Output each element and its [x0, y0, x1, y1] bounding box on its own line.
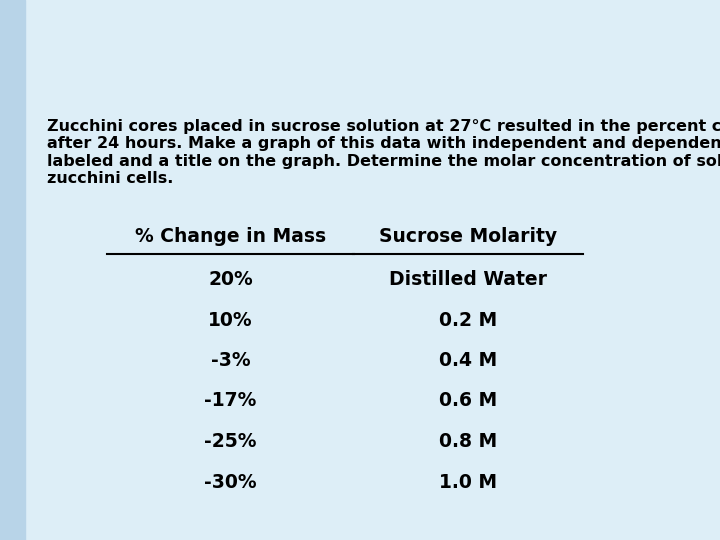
Text: -25%: -25%: [204, 432, 256, 451]
Text: Zucchini cores placed in sucrose solution at 27°C resulted in the percent change: Zucchini cores placed in sucrose solutio…: [47, 119, 720, 186]
Text: Distilled Water: Distilled Water: [389, 270, 547, 289]
Text: 0.4 M: 0.4 M: [439, 351, 497, 370]
Text: -30%: -30%: [204, 472, 257, 491]
Text: 1.0 M: 1.0 M: [439, 472, 497, 491]
Text: -17%: -17%: [204, 392, 256, 410]
Text: •: •: [18, 113, 28, 129]
Text: Sucrose Molarity: Sucrose Molarity: [379, 227, 557, 246]
Text: 0.2 M: 0.2 M: [439, 310, 497, 329]
Text: -3%: -3%: [210, 351, 251, 370]
Text: 0.8 M: 0.8 M: [439, 432, 497, 451]
Text: % Change in Mass: % Change in Mass: [135, 227, 326, 246]
Text: 0.6 M: 0.6 M: [439, 392, 497, 410]
Text: 10%: 10%: [208, 310, 253, 329]
Text: 20%: 20%: [208, 270, 253, 289]
